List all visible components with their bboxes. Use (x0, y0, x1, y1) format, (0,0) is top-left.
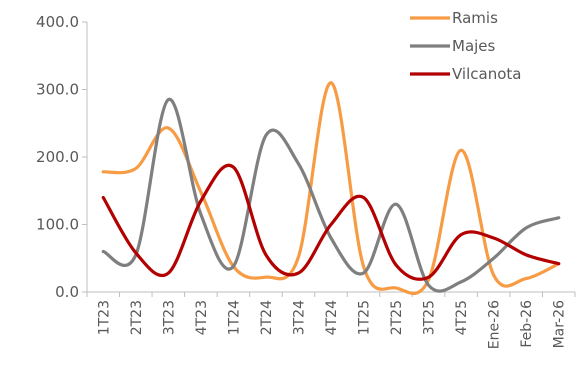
x-tick-label: 3T25 (422, 300, 438, 335)
x-tick-label: 4T24 (324, 300, 340, 335)
x-tick-label: 2T24 (259, 300, 275, 335)
x-tick-label: Ene-26 (487, 300, 503, 349)
y-tick-label: 200.0 (36, 148, 79, 166)
y-tick-label: 100.0 (36, 216, 79, 234)
series-line-vilcanota (101, 163, 561, 281)
x-tick-label: Feb-26 (519, 300, 535, 348)
legend-label-vilcanota: Vilcanota (452, 65, 521, 83)
y-tick-label: 400.0 (36, 13, 79, 31)
x-tick-label: 4T25 (454, 300, 470, 335)
x-tick-label: 1T24 (226, 300, 242, 335)
y-tick-label: 0.0 (55, 283, 79, 301)
x-tick-label: Mar-26 (552, 300, 568, 348)
x-tick-label: 2T23 (129, 300, 145, 335)
y-tick-label: 300.0 (36, 81, 79, 99)
series-line-majes (101, 98, 561, 293)
x-tick-label: 2T25 (389, 300, 405, 335)
x-tick-label: 1T23 (96, 300, 112, 335)
legend-label-ramis: Ramis (452, 9, 498, 27)
x-tick-label: 4T23 (194, 300, 210, 335)
x-tick-label: 3T23 (161, 300, 177, 335)
legend-label-majes: Majes (452, 37, 496, 55)
x-tick-label: 3T24 (291, 300, 307, 335)
x-tick-label: 1T25 (357, 300, 373, 335)
